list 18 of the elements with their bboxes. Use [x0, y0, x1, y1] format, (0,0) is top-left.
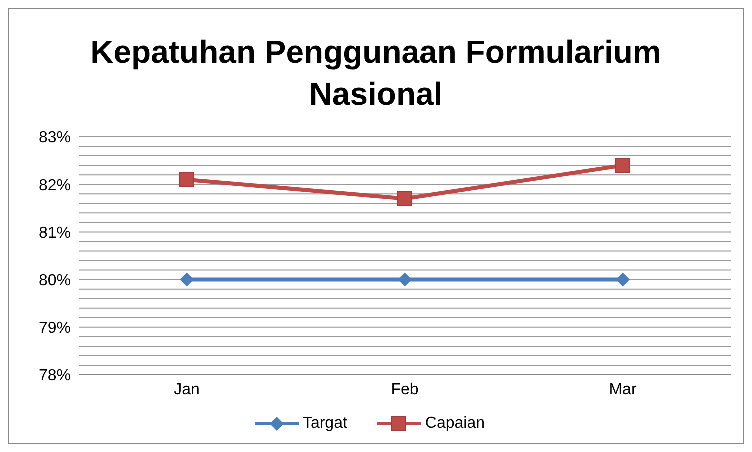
y-tick-label: 83%	[38, 130, 71, 147]
y-tick-label: 79%	[38, 320, 71, 338]
x-tick-label: Feb	[391, 381, 419, 398]
y-tick-label: 78%	[38, 368, 71, 385]
x-tick-label: Jan	[174, 381, 200, 398]
legend-label: Capaian	[424, 415, 486, 433]
point	[616, 272, 630, 287]
y-tick-label: 82%	[38, 177, 71, 194]
y-tick-label: 80%	[38, 272, 71, 290]
point	[398, 272, 412, 287]
point	[180, 272, 194, 287]
point	[180, 172, 194, 188]
point	[398, 191, 412, 206]
point	[616, 158, 630, 174]
y-tick-label: 81%	[38, 224, 71, 242]
x-tick-label: Mar	[609, 381, 638, 398]
chart-title: Kepatuhan Penggunaan Formularium Nasional	[90, 33, 662, 114]
legend-label: Targat	[302, 415, 348, 433]
